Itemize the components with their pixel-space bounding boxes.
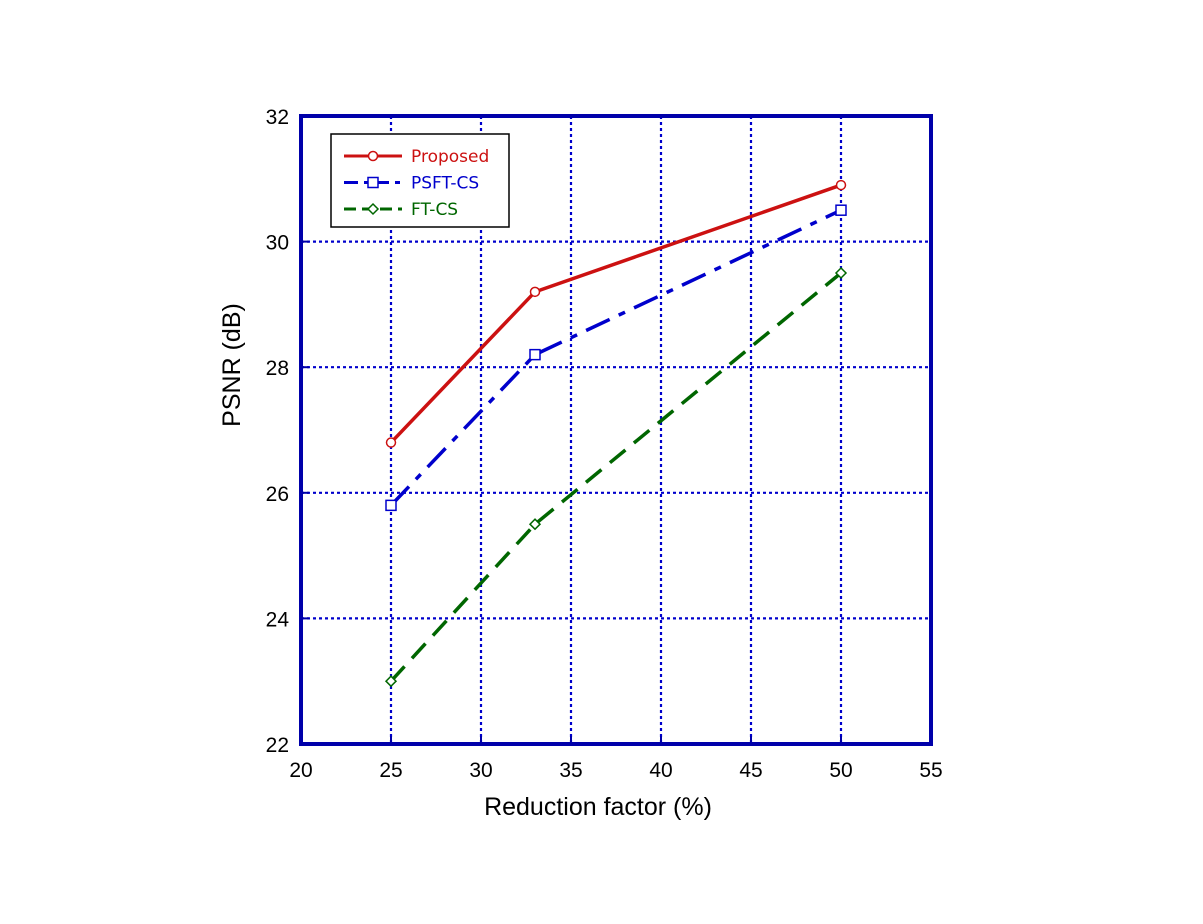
data-point	[834, 266, 848, 280]
plot-area-frame	[299, 114, 933, 746]
x-tick-label: 40	[649, 759, 672, 782]
series-lines	[384, 179, 848, 688]
series-psft-cs	[385, 204, 847, 512]
y-axis-title: PSNR (dB)	[218, 303, 246, 427]
x-tick-label: 30	[469, 759, 492, 782]
data-point	[529, 348, 541, 361]
data-point	[385, 499, 397, 512]
data-point	[529, 286, 541, 298]
x-tick-label: 20	[289, 759, 312, 782]
data-point	[528, 518, 542, 531]
y-axis-ticks: 22 24 26 28 30 32	[266, 106, 309, 757]
legend-marker	[367, 176, 379, 189]
legend-marker	[366, 202, 380, 216]
legend-label: PSFT-CS	[411, 174, 479, 194]
x-tick-label: 35	[559, 759, 582, 782]
y-tick-label: 24	[266, 608, 290, 631]
y-tick-label: 22	[266, 734, 289, 757]
data-point	[835, 204, 847, 216]
legend-label: FT-CS	[411, 200, 458, 220]
x-tick-label: 25	[379, 759, 402, 782]
y-tick-label: 30	[266, 232, 289, 255]
data-point	[835, 179, 847, 191]
x-axis-ticks: 20 25 30 35 40 45 50 55	[289, 736, 943, 782]
series-ft-cs	[384, 266, 848, 688]
series-line	[389, 271, 843, 683]
legend: Proposed PSFT-CS FT-CS	[330, 133, 510, 228]
y-tick-label: 28	[266, 357, 289, 380]
data-point	[384, 675, 398, 688]
legend-item: PSFT-CS	[344, 174, 479, 194]
legend-label: Proposed	[411, 147, 489, 167]
y-tick-label: 26	[266, 483, 289, 506]
y-tick-label: 32	[266, 106, 289, 129]
x-axis-title: Reduction factor (%)	[484, 793, 712, 821]
x-tick-label: 45	[739, 759, 762, 782]
legend-item: Proposed	[344, 147, 489, 167]
series-line	[389, 208, 842, 507]
legend-item: FT-CS	[344, 200, 458, 220]
data-point	[385, 437, 397, 448]
x-tick-label: 50	[829, 759, 852, 782]
series-proposed	[385, 179, 847, 448]
legend-box	[330, 133, 510, 228]
x-tick-label: 55	[919, 759, 942, 782]
legend-marker	[367, 150, 379, 162]
